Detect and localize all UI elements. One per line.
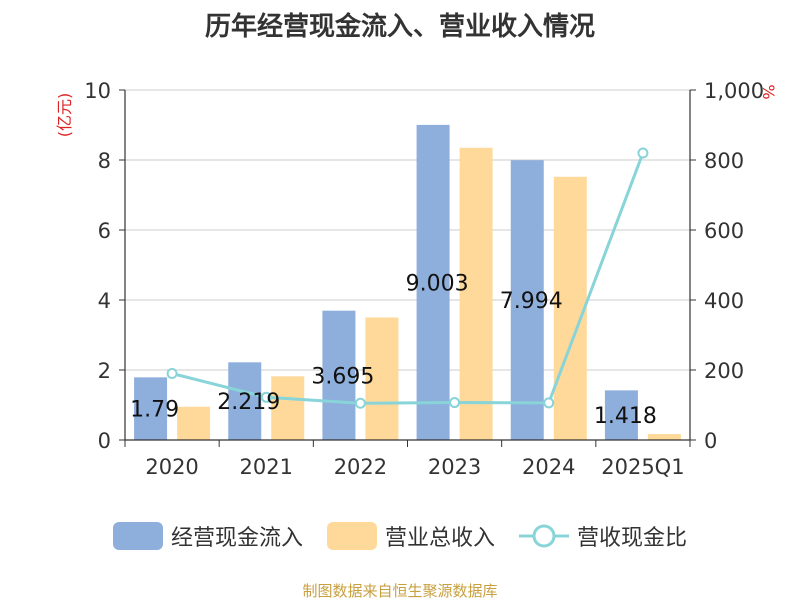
source-note: 制图数据来自恒生聚源数据库 (302, 582, 498, 600)
legend-label-revenue: 营业总收入 (384, 526, 495, 551)
legend-item-cash-inflow[interactable]: 经营现金流入 (112, 520, 303, 552)
bar-cash-inflow (228, 362, 262, 440)
data-label-cash-inflow: 1.79 (130, 398, 179, 423)
axis-layer: 0 2 4 6 8 10 0 200 400 600 800 1,000 2020 2021 2022 202… (84, 79, 764, 479)
chart-title: 历年经营现金流入、营业收入情况 (204, 12, 595, 42)
point-cash-ratio (260, 391, 272, 403)
y-left-tick-label: 0 (98, 429, 111, 453)
bar-cash-inflow (322, 310, 356, 440)
bar-revenue (647, 434, 681, 440)
legend-item-cash-ratio[interactable]: 营收现金比 (519, 520, 687, 552)
legend-swatch-cash-ratio (519, 524, 569, 548)
x-tick-label: 2024 (522, 455, 575, 479)
x-tick-label: 2020 (145, 455, 198, 479)
y-right-axis-label: % (759, 84, 778, 99)
y-left-tick-label: 2 (98, 359, 111, 383)
x-tick-label: 2021 (240, 455, 293, 479)
grid-layer (125, 89, 690, 371)
bar-cash-inflow (604, 390, 638, 440)
legend-item-revenue[interactable]: 营业总收入 (326, 520, 495, 552)
y-left-tick-label: 10 (84, 79, 111, 103)
bar-revenue (553, 176, 587, 441)
y-left-tick-label: 8 (98, 149, 111, 173)
point-cash-ratio (354, 397, 366, 409)
point-cash-ratio (449, 397, 461, 409)
data-label-cash-inflow: 1.418 (594, 404, 657, 429)
data-label-cash-inflow: 2.219 (217, 390, 280, 415)
point-cash-ratio (543, 397, 555, 409)
bar-revenue (459, 147, 493, 440)
line-layer (166, 147, 649, 409)
y-right-tick-label: 600 (704, 219, 744, 243)
y-right-tick-label: 1,000 (704, 79, 764, 103)
bar-revenue (271, 376, 305, 440)
y-left-axis-label: (亿元) (55, 93, 74, 138)
y-right-tick-label: 800 (704, 149, 744, 173)
bar-revenue (365, 317, 399, 440)
bar-cash-inflow (510, 160, 544, 440)
y-left-tick-label: 6 (98, 219, 111, 243)
point-cash-ratio (166, 368, 178, 379)
line-cash-ratio (171, 152, 645, 405)
y-right-tick-label: 200 (704, 359, 744, 383)
legend-label-cash-ratio: 营收现金比 (577, 526, 688, 551)
x-tick-label: 2025Q1 (601, 455, 684, 479)
bar-cash-inflow (134, 377, 168, 440)
y-left-tick-label: 4 (98, 289, 111, 313)
bar-cash-inflow (416, 124, 450, 441)
legend-swatch-revenue (326, 522, 377, 550)
label-layer: 1.79 2.219 3.695 9.003 7.994 1.418 (130, 271, 657, 429)
y-right-tick-label: 0 (704, 429, 717, 453)
y-right-tick-label: 400 (704, 289, 744, 313)
x-tick-label: 2023 (428, 455, 481, 479)
data-label-cash-inflow: 9.003 (406, 271, 469, 296)
data-label-cash-inflow: 7.994 (500, 289, 563, 314)
point-cash-ratio (637, 147, 649, 159)
legend-swatch-cash-inflow (112, 522, 163, 550)
legend: 经营现金流入 营业总收入 营收现金比 (0, 516, 800, 556)
bar-layer (134, 124, 681, 441)
x-tick-label: 2022 (334, 455, 387, 479)
data-label-cash-inflow: 3.695 (311, 364, 374, 389)
bar-revenue (177, 406, 211, 440)
legend-label-cash-inflow: 经营现金流入 (170, 526, 303, 551)
